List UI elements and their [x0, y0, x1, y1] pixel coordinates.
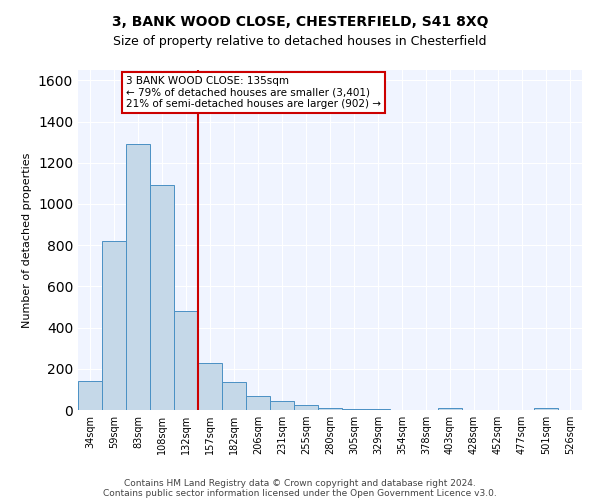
- Bar: [438, 408, 462, 410]
- Bar: [150, 186, 174, 410]
- Bar: [366, 409, 390, 410]
- Bar: [294, 405, 318, 410]
- Bar: [222, 382, 246, 410]
- Text: 3, BANK WOOD CLOSE, CHESTERFIELD, S41 8XQ: 3, BANK WOOD CLOSE, CHESTERFIELD, S41 8X…: [112, 15, 488, 29]
- Text: Contains public sector information licensed under the Open Government Licence v3: Contains public sector information licen…: [103, 488, 497, 498]
- Bar: [270, 402, 294, 410]
- Bar: [246, 396, 270, 410]
- Bar: [174, 311, 198, 410]
- Bar: [198, 362, 222, 410]
- Bar: [102, 241, 126, 410]
- Bar: [318, 408, 342, 410]
- Bar: [78, 381, 102, 410]
- Bar: [534, 408, 558, 410]
- Bar: [342, 408, 366, 410]
- Text: 3 BANK WOOD CLOSE: 135sqm
← 79% of detached houses are smaller (3,401)
21% of se: 3 BANK WOOD CLOSE: 135sqm ← 79% of detac…: [126, 76, 381, 110]
- Bar: [126, 144, 150, 410]
- Y-axis label: Number of detached properties: Number of detached properties: [22, 152, 32, 328]
- Text: Size of property relative to detached houses in Chesterfield: Size of property relative to detached ho…: [113, 35, 487, 48]
- Text: Contains HM Land Registry data © Crown copyright and database right 2024.: Contains HM Land Registry data © Crown c…: [124, 478, 476, 488]
